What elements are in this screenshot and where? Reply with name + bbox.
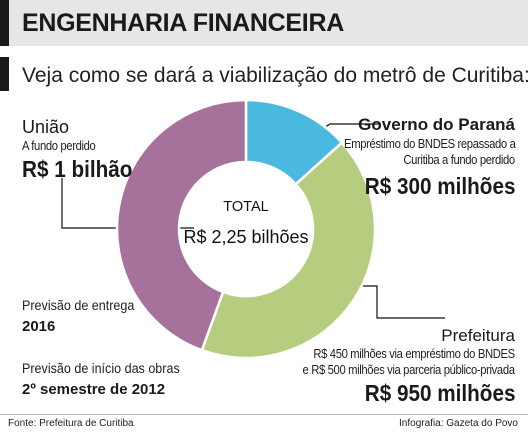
uniao-value: R$ 1 bilhão [22,156,133,182]
source-text: Fonte: Prefeitura de Curitiba [8,418,134,429]
prefeitura-value: R$ 950 milhões [364,380,515,406]
header-bar [0,0,528,46]
page-title: ENGENHARIA FINANCEIRA [22,9,344,37]
entrega-label: Previsão de entrega [22,298,135,313]
entrega-value: 2016 [22,318,56,335]
prefeitura-name: Prefeitura [441,326,515,345]
inicio-value: 2º semestre de 2012 [22,381,166,398]
total-value: R$ 2,25 bilhões [183,227,308,247]
total-label: TOTAL [223,199,268,215]
donut-slice-prefeitura [200,140,377,360]
uniao-desc: A fundo perdido [22,139,96,153]
prefeitura-desc-line-2: e R$ 500 milhões via parceria público-pr… [302,363,515,377]
footer-rule [0,414,528,415]
inicio-label: Previsão de início das obras [22,361,180,376]
header-accent [0,0,9,46]
credit-text: Infografia: Gazeta do Povo [399,418,518,429]
governo-desc-line-2: Curitiba a fundo perdido [403,153,516,167]
donut-slice-uni-o [115,98,248,352]
uniao-name: União [22,117,70,137]
governo-name: Governo do Paraná [358,115,515,134]
governo-value: R$ 300 milhões [364,173,515,199]
governo-desc-line-1: Empréstimo do BNDES repassado a [343,137,516,151]
subtitle: Veja como se dará a viabilização do metr… [22,64,528,87]
subtitle-accent [0,57,9,91]
prefeitura-desc-line-1: R$ 450 milhões via empréstimo do BNDES [313,347,516,361]
